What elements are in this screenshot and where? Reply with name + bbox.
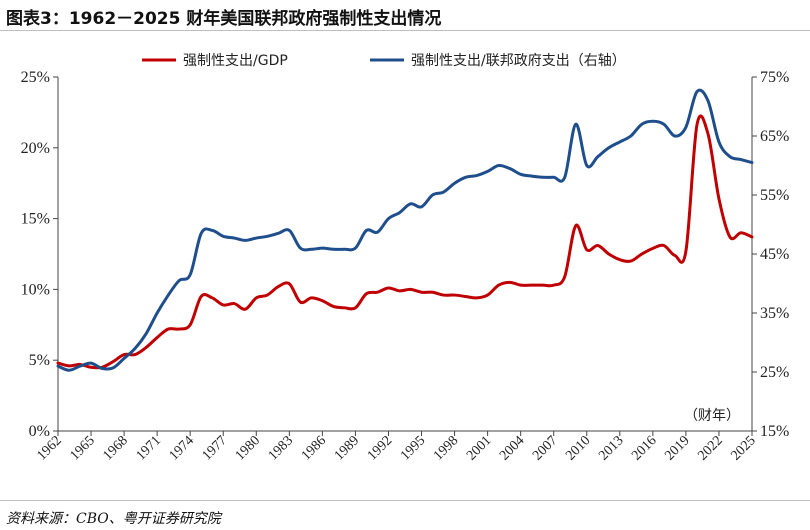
x-tick-label: 1965 (67, 433, 97, 463)
x-tick-label: 2013 (596, 433, 626, 463)
series-line-mandatory-federal (56, 88, 754, 372)
series-line-mandatory-gdp (56, 114, 754, 370)
x-tick-label: 1977 (200, 433, 230, 463)
legend-label-gdp: 强制性支出/GDP (183, 53, 288, 69)
x-tick-label: 1983 (266, 433, 296, 463)
x-axis-unit: （财年） (684, 408, 740, 424)
y-left-tick-label: 15% (21, 211, 50, 228)
x-tick-label: 2010 (563, 433, 593, 463)
chart-title: 图表3：1962－2025 财年美国联邦政府强制性支出情况 (6, 9, 442, 29)
title-divider (0, 30, 810, 31)
y-right-tick-label: 75% (760, 69, 789, 86)
x-tick-label: 2001 (464, 433, 494, 463)
x-tick-label: 1980 (233, 433, 263, 463)
x-tick-label: 1971 (134, 433, 164, 463)
y-left-tick-label: 10% (21, 281, 50, 298)
x-tick-label: 1968 (101, 433, 131, 463)
y-left-tick-label: 0% (29, 423, 50, 440)
x-tick-label: 1998 (431, 433, 461, 463)
source-divider (0, 500, 810, 501)
y-left-tick-label: 5% (29, 352, 50, 369)
x-tick-label: 1989 (332, 433, 362, 463)
x-tick-label: 2019 (662, 433, 692, 463)
x-tick-label: 1986 (299, 433, 329, 463)
x-tick-label: 1992 (365, 433, 395, 463)
y-right-tick-label: 55% (760, 187, 789, 204)
y-left-tick-label: 20% (21, 140, 50, 157)
x-tick-label: 1974 (167, 433, 197, 463)
y-left-tick-label: 25% (21, 69, 50, 86)
x-tick-label: 2022 (695, 433, 725, 463)
x-tick-label: 2025 (728, 433, 758, 463)
x-tick-label: 2004 (497, 433, 527, 463)
y-right-tick-label: 65% (760, 128, 789, 145)
y-right-tick-label: 15% (760, 423, 789, 440)
chart-area: 强制性支出/GDP 强制性支出/联邦政府支出（右轴） 0% 5% 10% 15% 20%… (21, 53, 790, 464)
x-tick-label: 1995 (398, 433, 428, 463)
y-right-tick-label: 35% (760, 305, 789, 322)
x-tick-label: 2007 (530, 433, 560, 463)
x-tick-label: 2016 (629, 433, 659, 463)
y-right-tick-label: 45% (760, 246, 789, 263)
source-note: 资料来源：CBO、粤开证券研究院 (6, 511, 221, 527)
legend-label-federal: 强制性支出/联邦政府支出（右轴） (411, 53, 626, 69)
y-right-tick-label: 25% (760, 364, 789, 381)
